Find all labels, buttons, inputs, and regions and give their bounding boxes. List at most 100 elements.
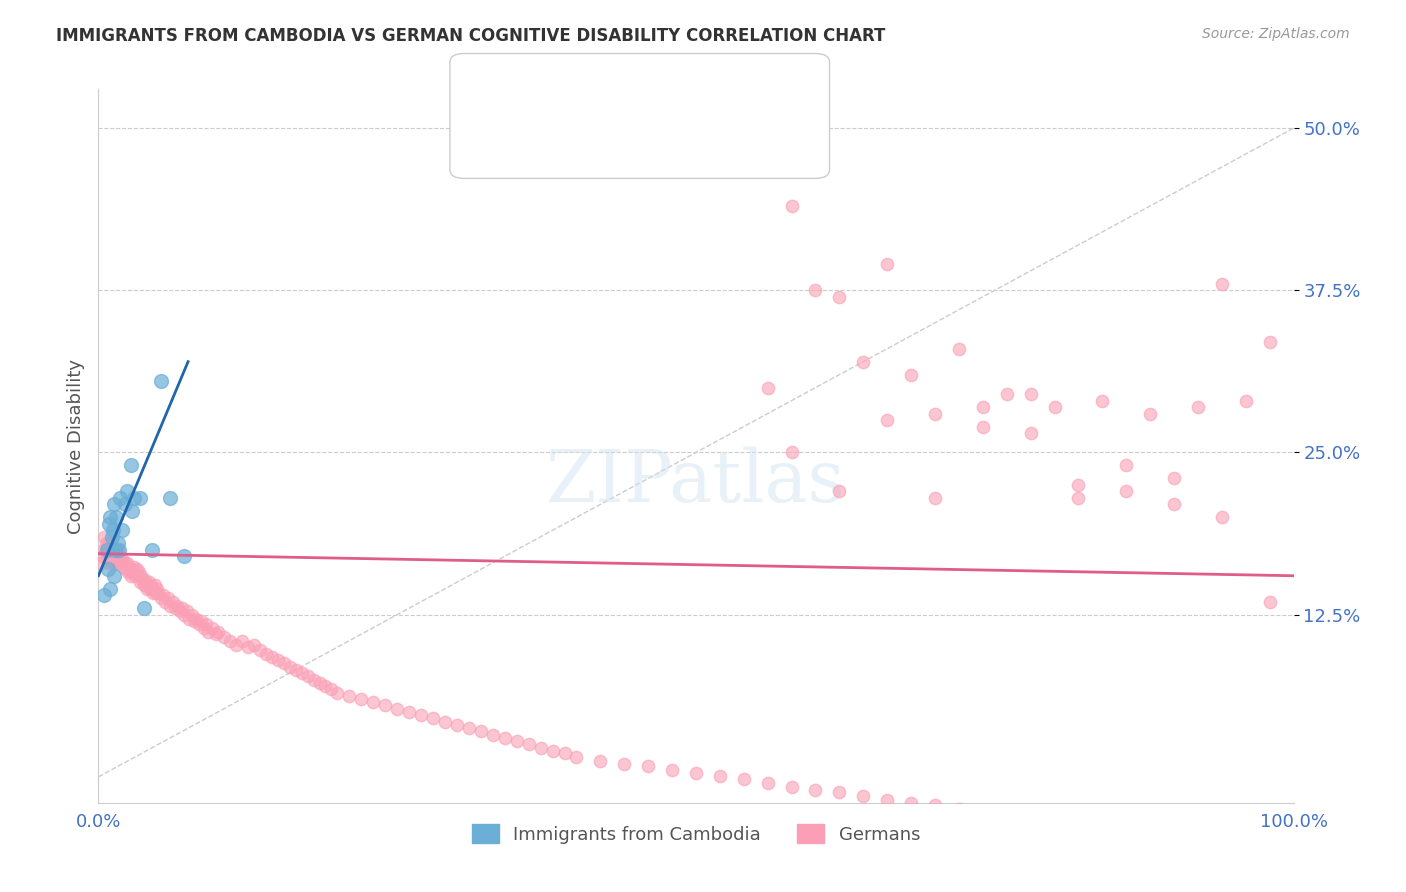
Point: [398, 705, 420, 719]
Point: [422, 711, 444, 725]
Point: [924, 407, 946, 421]
Text: IMMIGRANTS FROM CAMBODIA VS GERMAN COGNITIVE DISABILITY CORRELATION CHART: IMMIGRANTS FROM CAMBODIA VS GERMAN COGNI…: [56, 27, 886, 45]
Point: [876, 257, 898, 271]
Point: [193, 621, 215, 635]
Point: [374, 698, 396, 713]
Point: [1091, 822, 1114, 836]
Point: [97, 562, 120, 576]
Point: [121, 562, 143, 576]
Point: [101, 524, 124, 538]
Point: [278, 659, 301, 673]
Point: [589, 754, 612, 768]
Point: [1067, 478, 1090, 492]
Point: [98, 542, 122, 557]
Point: [470, 724, 492, 739]
Point: [112, 559, 135, 574]
Point: [190, 614, 212, 628]
Point: [637, 759, 659, 773]
Point: [104, 542, 127, 557]
Point: [122, 565, 145, 579]
Point: [96, 542, 118, 557]
Point: [291, 666, 314, 681]
Point: [541, 744, 564, 758]
Point: [134, 573, 156, 587]
Point: [972, 400, 994, 414]
Point: [273, 656, 295, 670]
Point: [1115, 484, 1137, 499]
Point: [1187, 400, 1209, 414]
Point: [115, 556, 138, 570]
Point: [159, 599, 181, 613]
Point: [494, 731, 516, 745]
Point: [91, 542, 114, 557]
Point: [243, 638, 266, 652]
Point: [98, 556, 121, 570]
Point: [90, 556, 112, 570]
Point: [103, 568, 125, 582]
Point: [111, 524, 134, 538]
Point: [197, 624, 219, 639]
Point: [260, 650, 283, 665]
Point: [1139, 828, 1161, 842]
Point: [297, 668, 319, 682]
Point: [1258, 595, 1281, 609]
Point: [201, 621, 224, 635]
Point: [1091, 393, 1114, 408]
Point: [481, 728, 505, 742]
Point: [98, 516, 121, 531]
Point: [152, 588, 174, 602]
Point: [98, 582, 122, 596]
Point: [225, 638, 247, 652]
Point: [124, 559, 146, 574]
Point: [131, 568, 153, 582]
Point: [135, 578, 157, 592]
Point: [506, 733, 529, 747]
Point: [103, 556, 125, 570]
Point: [103, 497, 125, 511]
Point: [780, 780, 803, 795]
Point: [124, 491, 146, 505]
Point: [804, 283, 827, 297]
Point: [1043, 400, 1066, 414]
Text: Source: ZipAtlas.com: Source: ZipAtlas.com: [1202, 27, 1350, 41]
Point: [1043, 815, 1066, 830]
Point: [517, 738, 540, 752]
Point: [780, 445, 803, 459]
Point: [212, 630, 235, 644]
Point: [183, 614, 205, 628]
Point: [93, 588, 115, 602]
Point: [900, 796, 922, 810]
Point: [828, 484, 851, 499]
Point: [94, 536, 117, 550]
Point: [530, 741, 553, 756]
Point: [995, 809, 1018, 823]
Point: [948, 342, 970, 356]
Point: [1139, 407, 1161, 421]
Point: [127, 568, 149, 582]
Point: [1258, 845, 1281, 859]
Point: [141, 542, 163, 557]
Point: [108, 491, 131, 505]
Point: [114, 497, 136, 511]
Point: [1163, 832, 1185, 847]
Point: [104, 542, 127, 557]
Point: [146, 582, 169, 596]
Point: [115, 484, 138, 499]
Point: [125, 562, 148, 576]
Point: [876, 793, 898, 807]
Point: [1234, 393, 1257, 408]
Point: [613, 756, 636, 771]
Point: [105, 549, 128, 564]
Point: [385, 702, 409, 716]
Point: [554, 747, 576, 761]
Point: [105, 556, 128, 570]
Point: [96, 542, 118, 557]
Point: [176, 604, 198, 618]
Point: [93, 530, 115, 544]
Point: [249, 642, 271, 657]
Point: [995, 387, 1018, 401]
Point: [780, 199, 803, 213]
Point: [709, 768, 731, 782]
Point: [350, 692, 373, 706]
Point: [98, 510, 122, 524]
